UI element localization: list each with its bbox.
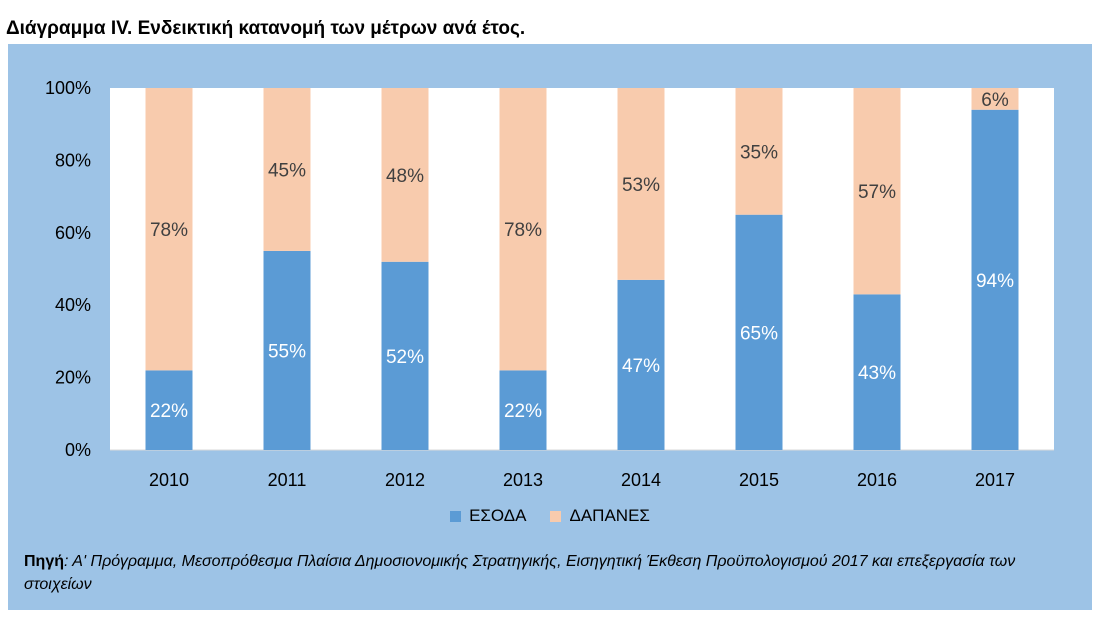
x-tick-label: 2014	[621, 470, 661, 490]
y-tick-label: 0%	[65, 440, 91, 460]
bar-esoda	[145, 370, 193, 450]
bar-dapanes	[735, 88, 783, 215]
y-tick-label: 80%	[55, 150, 91, 170]
data-label-dapanes: 57%	[858, 182, 896, 203]
bar-dapanes	[381, 88, 429, 262]
x-tick-label: 2010	[149, 470, 189, 490]
chart-area: 0% 20% 40% 60% 80% 100% 22% 78% 2010 55% 45% 2011 52…	[8, 44, 1092, 540]
bar-dapanes	[499, 88, 547, 371]
bar-esoda	[971, 109, 1019, 450]
bar-esoda	[617, 279, 665, 450]
data-label-dapanes: 78%	[504, 220, 542, 241]
source-note: Πηγή: Α' Πρόγραμμα, Μεσοπρόθεσμα Πλαίσια…	[24, 550, 1064, 596]
bar-dapanes	[145, 88, 193, 371]
legend-item-esoda: ΕΣΟΔΑ	[450, 506, 526, 526]
y-tick-label: 20%	[55, 368, 91, 388]
bar-esoda	[263, 250, 311, 450]
bar-esoda	[853, 294, 901, 450]
data-label-dapanes: 48%	[386, 166, 424, 187]
legend-label-dapanes: ΔΑΠΑΝΕΣ	[569, 506, 650, 525]
stacked-bar-chart: 0% 20% 40% 60% 80% 100% 22% 78% 2010 55% 45% 2011 52…	[45, 78, 1054, 490]
legend-item-dapanes: ΔΑΠΑΝΕΣ	[550, 506, 650, 526]
x-tick-label: 2017	[975, 470, 1015, 490]
legend-swatch-esoda	[450, 510, 462, 522]
x-tick-label: 2011	[268, 470, 307, 490]
bar-dapanes	[971, 88, 1019, 110]
data-label-esoda: 55%	[268, 341, 306, 362]
x-tick-label: 2015	[739, 470, 779, 490]
bar-esoda	[381, 261, 429, 450]
data-label-esoda: 22%	[504, 401, 542, 422]
bar-esoda	[499, 370, 547, 450]
x-tick-label: 2016	[857, 470, 897, 490]
legend-label-esoda: ΕΣΟΔΑ	[469, 506, 527, 525]
source-text: : Α' Πρόγραμμα, Μεσοπρόθεσμα Πλαίσια Δημ…	[24, 553, 1016, 593]
data-label-esoda: 22%	[150, 401, 188, 422]
data-label-esoda: 65%	[740, 323, 778, 344]
data-label-esoda: 47%	[622, 356, 660, 377]
bar-dapanes	[263, 88, 311, 251]
figure-title: Διάγραμμα IV. Ενδεικτική κατανομή των μέ…	[6, 18, 526, 39]
bar-dapanes	[853, 88, 901, 295]
data-label-esoda: 94%	[976, 271, 1014, 292]
data-label-esoda: 43%	[858, 363, 896, 384]
data-label-dapanes: 78%	[150, 220, 188, 241]
chart-panel: 0% 20% 40% 60% 80% 100% 22% 78% 2010 55% 45% 2011 52…	[8, 44, 1092, 610]
legend-swatch-dapanes	[550, 510, 562, 522]
data-label-dapanes: 35%	[740, 142, 778, 163]
source-label: Πηγή	[24, 553, 64, 570]
y-tick-label: 100%	[45, 78, 91, 98]
x-tick-label: 2013	[503, 470, 543, 490]
data-label-dapanes: 45%	[268, 160, 306, 181]
x-tick-label: 2012	[385, 470, 425, 490]
data-label-dapanes: 53%	[622, 175, 660, 196]
legend: ΕΣΟΔΑ ΔΑΠΑΝΕΣ	[8, 506, 1092, 526]
y-tick-label: 40%	[55, 295, 91, 315]
bar-dapanes	[617, 88, 665, 280]
data-label-dapanes: 6%	[981, 90, 1009, 111]
data-label-esoda: 52%	[386, 347, 424, 368]
bar-esoda	[735, 214, 783, 450]
y-tick-label: 60%	[55, 223, 91, 243]
